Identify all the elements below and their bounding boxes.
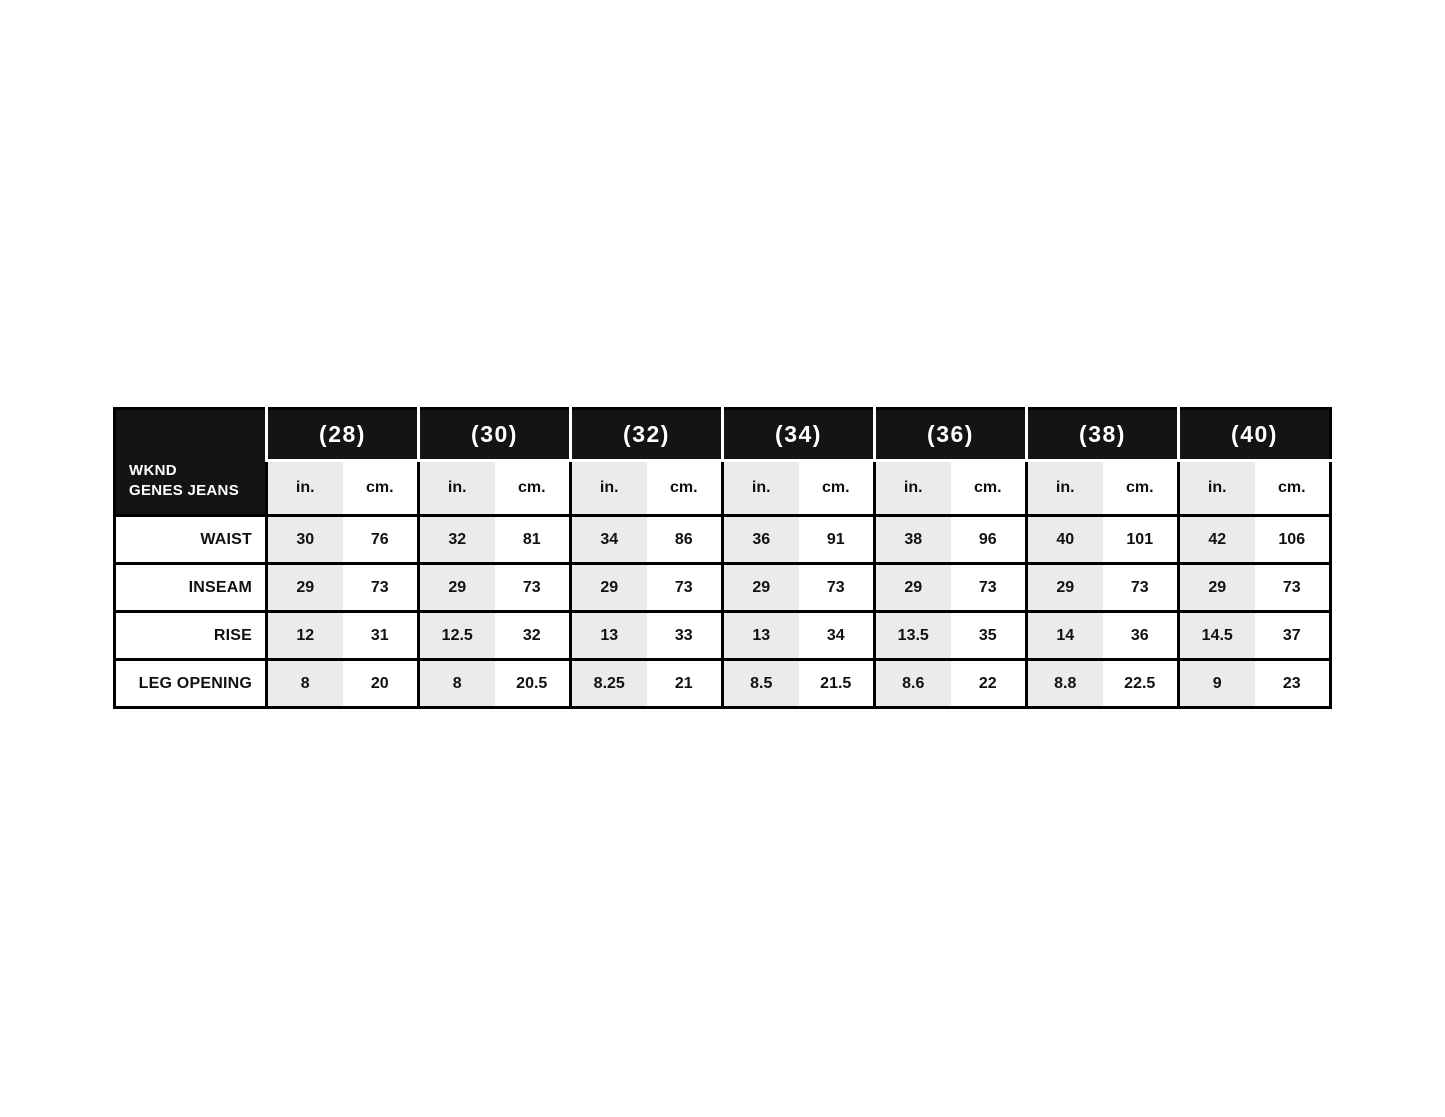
value-cell-cm: 21.5 — [798, 658, 875, 708]
unit-label-cm: cm. — [798, 460, 875, 516]
size-header-32: (32) — [569, 408, 723, 462]
value-cell-in: 8.6 — [873, 658, 951, 708]
unit-label-in: in. — [417, 460, 495, 516]
size-header-30: (30) — [417, 408, 571, 462]
value-cell-cm: 33 — [646, 610, 723, 660]
value-cell-cm: 73 — [342, 562, 419, 612]
value-cell-cm: 32 — [494, 610, 571, 660]
measurement-row-waist: WAIST 30 76 32 81 34 86 36 91 38 96 40 101 42 106 — [114, 514, 1331, 564]
value-cell-in: 8.5 — [721, 658, 799, 708]
size-chart: WKND GENES JEANS (28) (30) (32) (34) (36) (38… — [113, 407, 1332, 709]
value-cell-in: 29 — [417, 562, 495, 612]
size-header-40: (40) — [1177, 408, 1331, 462]
brand-cell: WKND GENES JEANS — [114, 408, 267, 516]
value-cell-in: 13 — [721, 610, 799, 660]
value-cell-in: 29 — [721, 562, 799, 612]
value-cell-cm: 23 — [1254, 658, 1331, 708]
unit-label-in: in. — [1177, 460, 1255, 516]
value-cell-in: 8.25 — [569, 658, 647, 708]
row-label: WAIST — [114, 514, 267, 564]
row-label: LEG OPENING — [114, 658, 267, 708]
value-cell-in: 14 — [1025, 610, 1103, 660]
value-cell-cm: 73 — [1102, 562, 1179, 612]
value-cell-in: 36 — [721, 514, 799, 564]
unit-label-in: in. — [569, 460, 647, 516]
value-cell-in: 30 — [265, 514, 343, 564]
unit-label-cm: cm. — [1254, 460, 1331, 516]
unit-label-cm: cm. — [950, 460, 1027, 516]
value-cell-in: 29 — [569, 562, 647, 612]
value-cell-cm: 91 — [798, 514, 875, 564]
value-cell-cm: 31 — [342, 610, 419, 660]
value-cell-cm: 35 — [950, 610, 1027, 660]
brand-line-1: WKND — [129, 462, 177, 479]
value-cell-in: 13.5 — [873, 610, 951, 660]
size-header-row: WKND GENES JEANS (28) (30) (32) (34) (36) (38… — [114, 408, 1331, 516]
value-cell-in: 8 — [265, 658, 343, 708]
size-header-38: (38) — [1025, 408, 1179, 462]
unit-label-in: in. — [265, 460, 343, 516]
row-label: RISE — [114, 610, 267, 660]
value-cell-in: 9 — [1177, 658, 1255, 708]
value-cell-cm: 73 — [494, 562, 571, 612]
unit-label-cm: cm. — [342, 460, 419, 516]
value-cell-cm: 81 — [494, 514, 571, 564]
value-cell-in: 38 — [873, 514, 951, 564]
value-cell-cm: 22.5 — [1102, 658, 1179, 708]
value-cell-cm: 73 — [798, 562, 875, 612]
size-header-28: (28) — [265, 408, 419, 462]
size-header-36: (36) — [873, 408, 1027, 462]
value-cell-cm: 106 — [1254, 514, 1331, 564]
value-cell-in: 29 — [265, 562, 343, 612]
value-cell-in: 40 — [1025, 514, 1103, 564]
value-cell-cm: 20 — [342, 658, 419, 708]
measurement-row-inseam: INSEAM 29 73 29 73 29 73 29 73 29 73 29 73 29 73 — [114, 562, 1331, 612]
value-cell-in: 29 — [1025, 562, 1103, 612]
unit-label-cm: cm. — [1102, 460, 1179, 516]
value-cell-in: 14.5 — [1177, 610, 1255, 660]
value-cell-cm: 20.5 — [494, 658, 571, 708]
value-cell-in: 34 — [569, 514, 647, 564]
unit-label-in: in. — [1025, 460, 1103, 516]
row-label: INSEAM — [114, 562, 267, 612]
unit-label-in: in. — [721, 460, 799, 516]
value-cell-cm: 73 — [646, 562, 723, 612]
value-cell-cm: 96 — [950, 514, 1027, 564]
value-cell-in: 32 — [417, 514, 495, 564]
value-cell-in: 29 — [873, 562, 951, 612]
value-cell-in: 13 — [569, 610, 647, 660]
value-cell-in: 8.8 — [1025, 658, 1103, 708]
value-cell-cm: 76 — [342, 514, 419, 564]
unit-header-row: in. cm. in. cm. in. cm. in. cm. in. cm. in. cm. in. c… — [115, 460, 1331, 516]
value-cell-cm: 37 — [1254, 610, 1331, 660]
brand-line-2: GENES JEANS — [129, 482, 239, 499]
size-chart-table: WKND GENES JEANS (28) (30) (32) (34) (36) (38… — [113, 407, 1332, 709]
size-header-34: (34) — [721, 408, 875, 462]
value-cell-in: 42 — [1177, 514, 1255, 564]
value-cell-cm: 86 — [646, 514, 723, 564]
value-cell-in: 12.5 — [417, 610, 495, 660]
value-cell-cm: 34 — [798, 610, 875, 660]
unit-label-in: in. — [873, 460, 951, 516]
unit-label-cm: cm. — [494, 460, 571, 516]
measurement-row-rise: RISE 12 31 12.5 32 13 33 13 34 13.5 35 14 36 14.5 37 — [114, 610, 1331, 660]
unit-label-cm: cm. — [646, 460, 723, 516]
value-cell-cm: 73 — [1254, 562, 1331, 612]
size-chart-body: WAIST 30 76 32 81 34 86 36 91 38 96 40 101 42 106 INSEA… — [114, 514, 1331, 708]
measurement-row-leg-opening: LEG OPENING 8 20 8 20.5 8.25 21 8.5 21.5 8.6 22 8.8… — [114, 658, 1331, 708]
value-cell-cm: 21 — [646, 658, 723, 708]
value-cell-cm: 73 — [950, 562, 1027, 612]
value-cell-in: 29 — [1177, 562, 1255, 612]
value-cell-cm: 101 — [1102, 514, 1179, 564]
value-cell-cm: 36 — [1102, 610, 1179, 660]
value-cell-in: 12 — [265, 610, 343, 660]
value-cell-cm: 22 — [950, 658, 1027, 708]
value-cell-in: 8 — [417, 658, 495, 708]
